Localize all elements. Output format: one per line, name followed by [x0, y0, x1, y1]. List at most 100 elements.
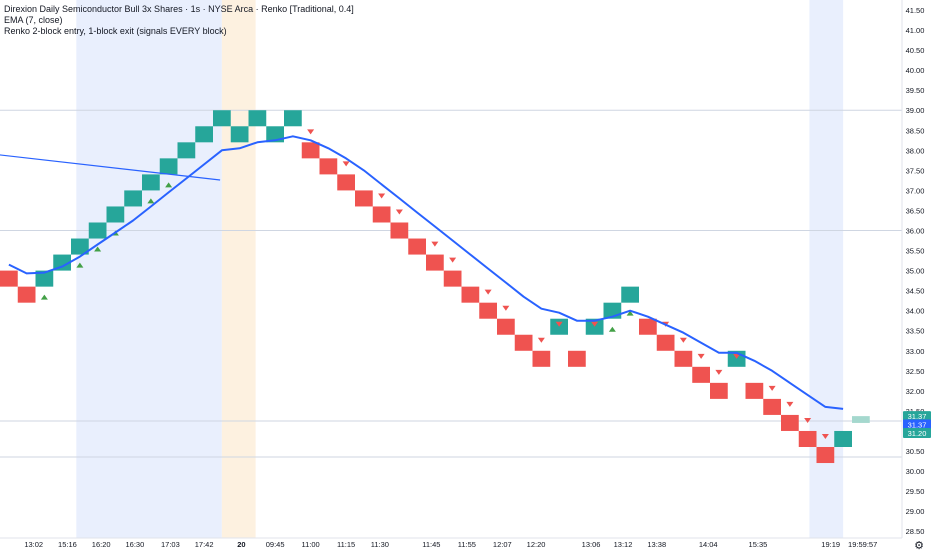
renko-block-up[interactable] — [53, 254, 71, 271]
renko-block-forming — [852, 416, 870, 423]
ema-line[interactable] — [8, 135, 844, 410]
renko-block-down[interactable] — [479, 302, 497, 319]
renko-block-up[interactable] — [142, 174, 160, 191]
sell-signal-arrow-icon — [431, 241, 439, 247]
buy-signal-arrow-icon — [608, 326, 616, 332]
price-tick-label: 38.00 — [906, 146, 925, 155]
time-tick-label: 11:55 — [458, 540, 476, 549]
renko-block-down[interactable] — [497, 318, 515, 335]
time-axis[interactable] — [0, 538, 932, 550]
renko-block-down[interactable] — [674, 350, 693, 367]
renko-block-up[interactable] — [230, 126, 249, 143]
renko-block-down[interactable] — [656, 334, 675, 351]
signal-markers — [40, 129, 829, 439]
price-tick-label: 38.50 — [906, 126, 925, 135]
price-tick-label: 33.50 — [906, 327, 925, 336]
renko-block-up[interactable] — [88, 222, 107, 239]
renko-block-down[interactable] — [408, 238, 426, 255]
price-grid-lines — [0, 109, 902, 458]
renko-block-up[interactable] — [124, 190, 142, 207]
renko-block-down[interactable] — [390, 222, 409, 239]
renko-block-up[interactable] — [284, 110, 302, 127]
price-axis[interactable] — [902, 0, 932, 538]
renko-block-up[interactable] — [834, 430, 852, 447]
price-tick-label: 32.00 — [906, 387, 925, 396]
time-tick-label: 16:30 — [126, 540, 145, 549]
session-band-blue — [76, 0, 222, 538]
renko-block-down[interactable] — [355, 190, 373, 207]
renko-block-down[interactable] — [710, 382, 728, 399]
renko-block-down[interactable] — [0, 270, 18, 287]
renko-block-down[interactable] — [319, 158, 338, 175]
price-tick-label: 29.00 — [906, 507, 925, 516]
symbol-title: Direxion Daily Semiconductor Bull 3x Sha… — [4, 4, 354, 14]
buy-signal-arrow-icon — [147, 198, 155, 204]
price-tick-label: 39.50 — [906, 86, 925, 95]
indicator-lines — [0, 135, 844, 410]
renko-block-down[interactable] — [426, 254, 444, 271]
price-tick-label: 41.00 — [906, 26, 925, 35]
renko-block-up[interactable] — [159, 158, 178, 175]
renko-block-up[interactable] — [195, 126, 213, 143]
renko-block-up[interactable] — [35, 270, 54, 287]
renko-block-down[interactable] — [17, 286, 36, 303]
renko-block-down[interactable] — [763, 398, 781, 415]
time-tick-label: 14:04 — [699, 540, 718, 549]
renko-block-up[interactable] — [248, 110, 267, 127]
time-tick-label: 15:35 — [749, 540, 768, 549]
price-badge — [903, 419, 931, 430]
settings-gear-icon[interactable]: ⚙ — [914, 539, 924, 552]
price-tick-label: 35.00 — [906, 267, 925, 276]
renko-block-down[interactable] — [798, 430, 817, 447]
time-tick-label: 20 — [237, 540, 245, 549]
sell-signal-arrow-icon — [449, 257, 457, 263]
renko-block-down[interactable] — [568, 350, 586, 367]
renko-block-down[interactable] — [301, 142, 320, 159]
renko-block-down[interactable] — [372, 206, 391, 223]
renko-block-down[interactable] — [781, 414, 799, 431]
price-axis-labels: 41.50 41.00 40.50 40.00 39.50 39.00 38.50 38.00… — [903, 6, 931, 536]
price-tick-label: 39.00 — [906, 106, 925, 115]
time-tick-label: 19:59:57 — [848, 540, 877, 549]
price-tick-label: 37.50 — [906, 166, 925, 175]
renko-block-down[interactable] — [461, 286, 480, 303]
ema-legend[interactable]: EMA (7, close) — [4, 15, 63, 25]
trend-line-drawing[interactable] — [0, 154, 221, 181]
time-tick-label: 17:03 — [161, 540, 180, 549]
price-tick-label: 41.50 — [906, 6, 925, 15]
renko-block-down[interactable] — [337, 174, 355, 191]
renko-block-down[interactable] — [532, 350, 551, 367]
renko-block-up[interactable] — [621, 286, 639, 303]
price-badge — [903, 427, 931, 438]
price-tick-label: 30.50 — [906, 447, 925, 456]
time-tick-label: 12:20 — [527, 540, 546, 549]
time-tick-label: 11:45 — [422, 540, 440, 549]
price-tick-label: 34.00 — [906, 307, 925, 316]
price-tick-label: 30.00 — [906, 467, 925, 476]
time-tick-label: 16:20 — [92, 540, 111, 549]
renko-block-up[interactable] — [213, 110, 231, 127]
indicator-legend[interactable]: Renko 2-block entry, 1-block exit (signa… — [4, 26, 227, 36]
time-tick-label: 13:06 — [582, 540, 601, 549]
renko-block-down[interactable] — [514, 334, 533, 351]
renko-block-down[interactable] — [692, 366, 710, 383]
price-badge-label: 31.37 — [908, 412, 927, 421]
renko-block-down[interactable] — [745, 382, 764, 399]
time-tick-label: 11:30 — [371, 540, 389, 549]
renko-block-up[interactable] — [177, 142, 196, 159]
buy-signal-arrow-icon — [165, 182, 173, 188]
sell-signal-arrow-icon — [395, 209, 403, 215]
renko-block-down[interactable] — [639, 318, 657, 335]
renko-block-up[interactable] — [106, 206, 125, 223]
renko-block-up[interactable] — [71, 238, 89, 255]
renko-block-down[interactable] — [816, 446, 835, 464]
sell-signal-arrow-icon — [537, 337, 545, 343]
sell-signal-arrow-icon — [591, 321, 599, 327]
sell-signal-arrow-icon — [697, 353, 705, 359]
price-tick-label: 36.00 — [906, 227, 925, 236]
time-tick-label: 13:02 — [24, 540, 43, 549]
price-tick-label: 40.50 — [906, 46, 925, 55]
renko-block-down[interactable] — [443, 270, 462, 287]
